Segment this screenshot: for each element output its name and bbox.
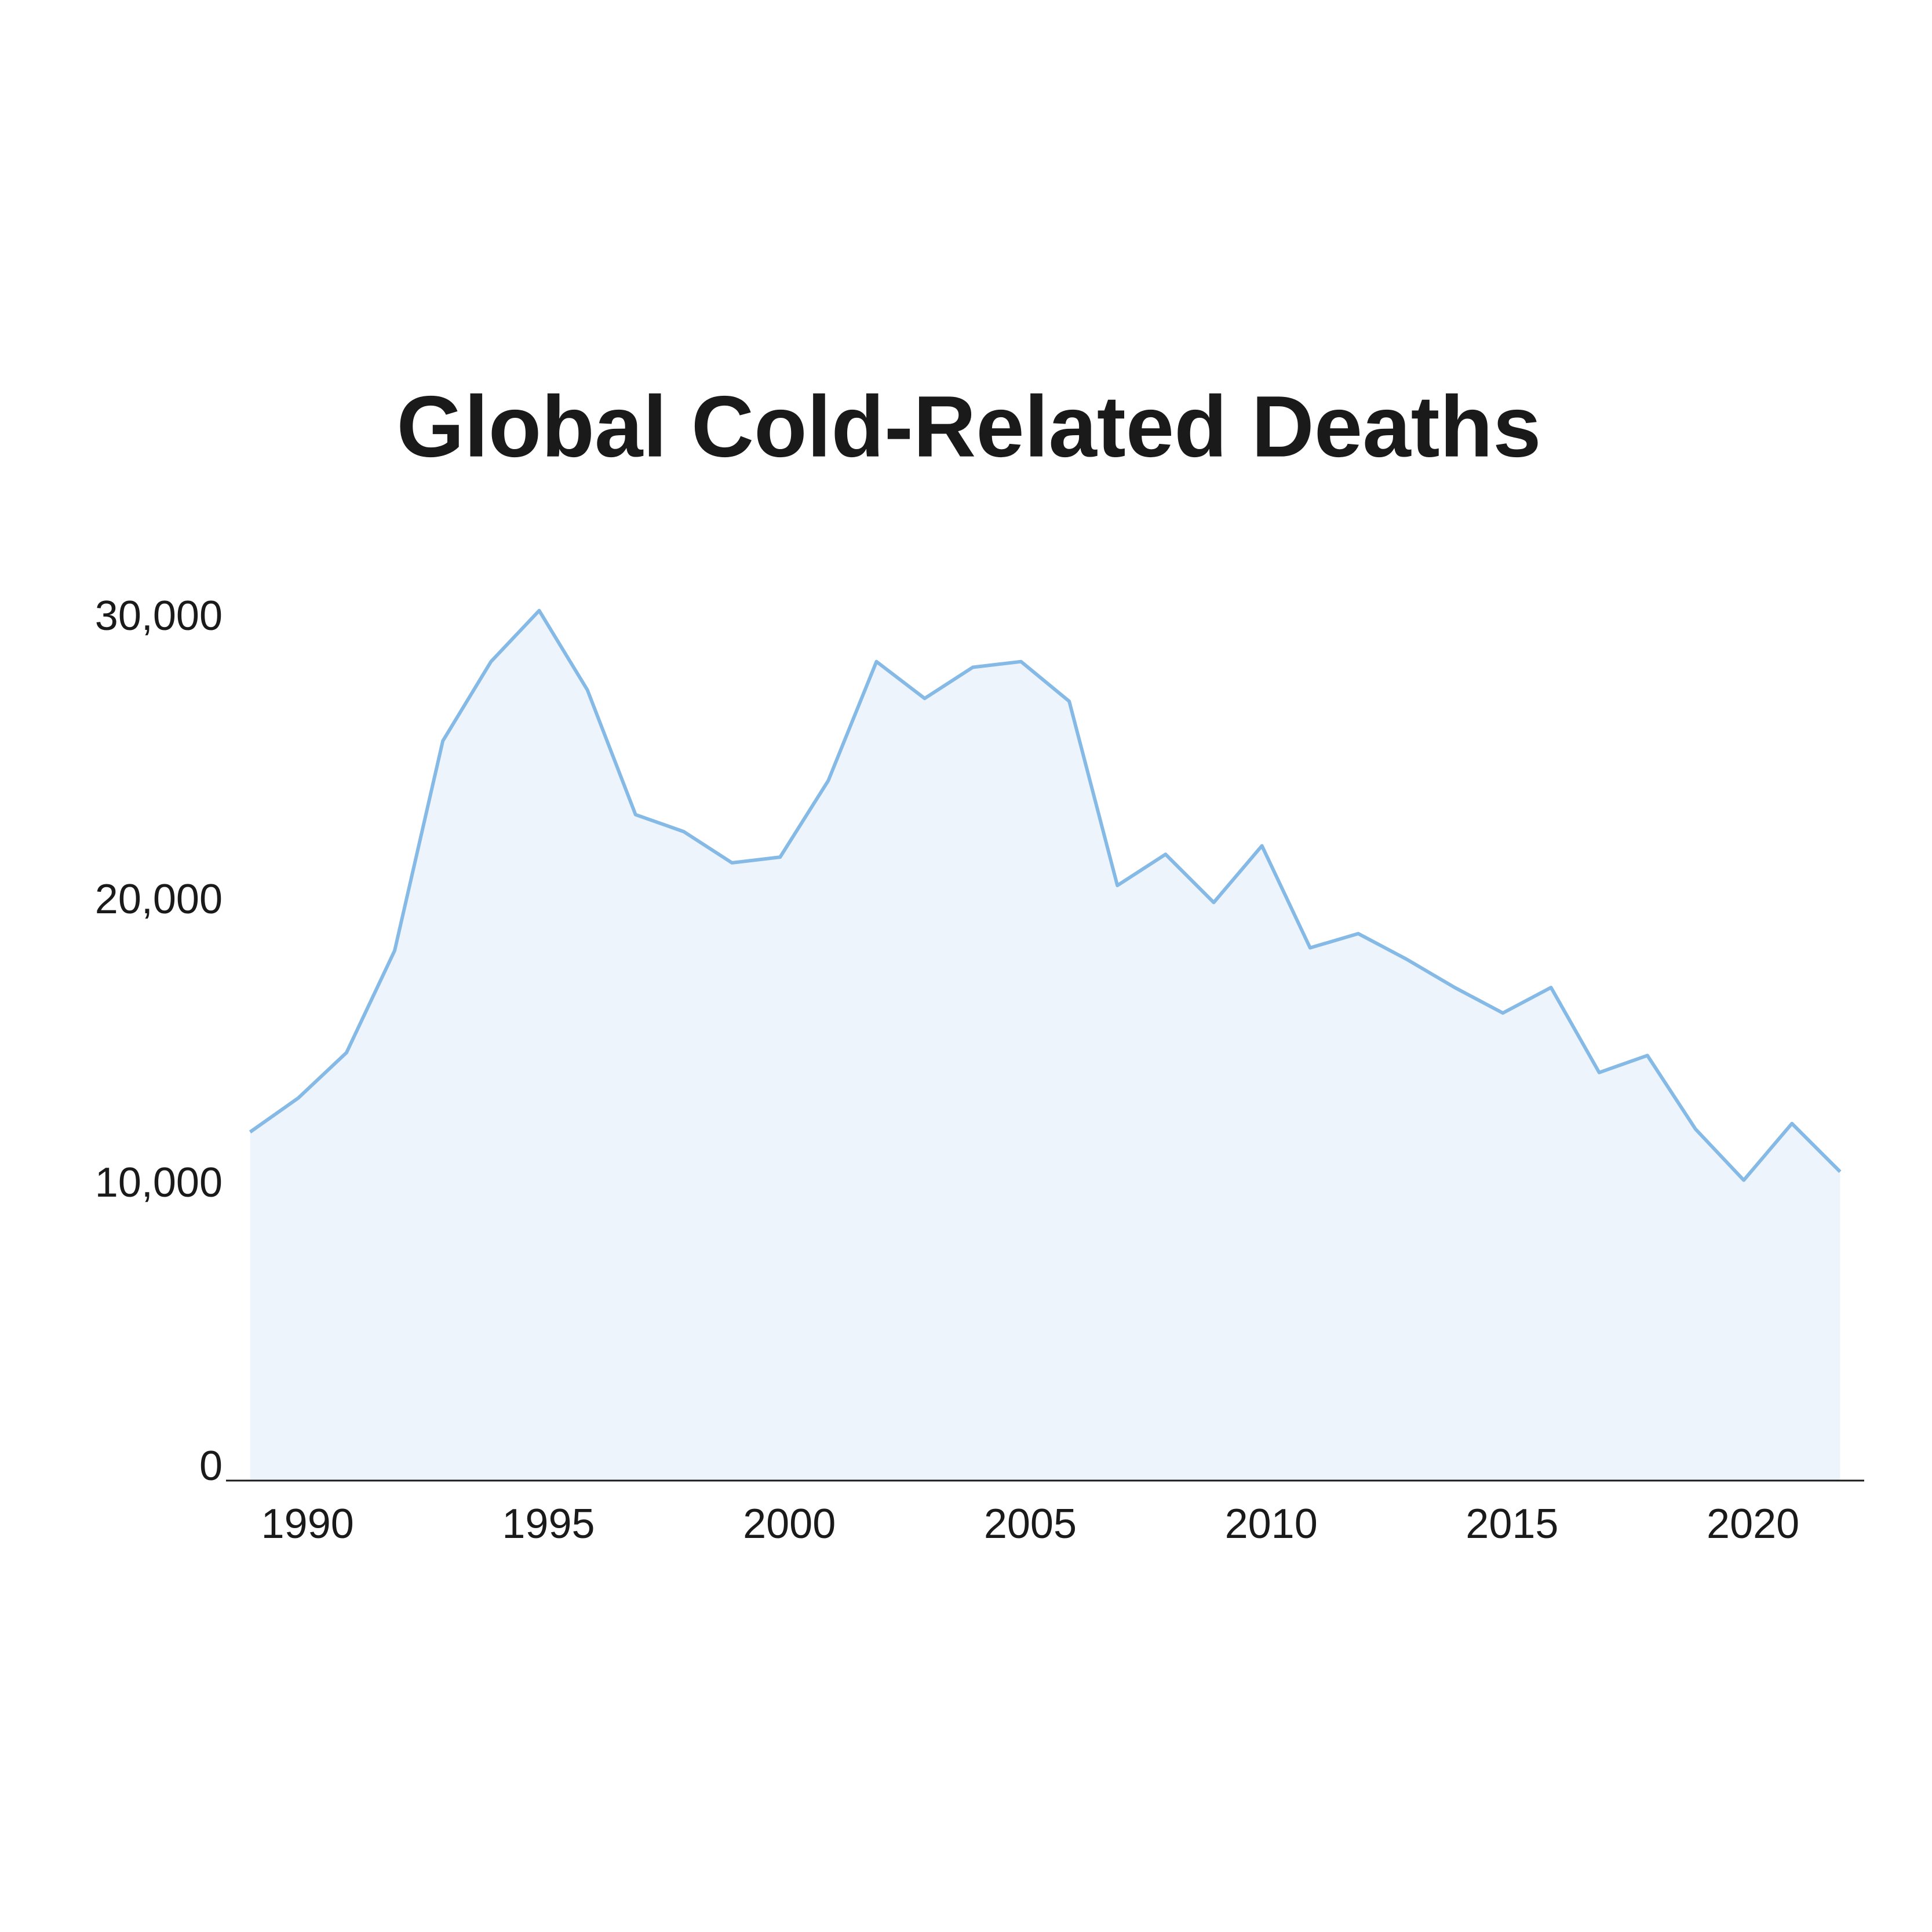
x-tick-label: 2000	[743, 1501, 836, 1547]
y-tick-label: 30,000	[95, 593, 223, 639]
area-fill	[250, 610, 1840, 1481]
x-tick-label: 2005	[984, 1501, 1077, 1547]
x-tick-label: 2015	[1466, 1501, 1558, 1547]
y-tick-label: 10,000	[95, 1160, 223, 1206]
area-line	[249, 608, 1842, 1182]
y-tick-label: 20,000	[95, 876, 223, 923]
x-tick-label: 1990	[261, 1501, 354, 1547]
x-tick-label: 1995	[502, 1501, 595, 1547]
chart-title: Global Cold-Related Deaths	[396, 378, 1541, 475]
y-tick-label: 0	[199, 1443, 223, 1489]
x-tick-label: 2020	[1707, 1501, 1799, 1547]
x-tick-label: 2010	[1225, 1501, 1318, 1547]
